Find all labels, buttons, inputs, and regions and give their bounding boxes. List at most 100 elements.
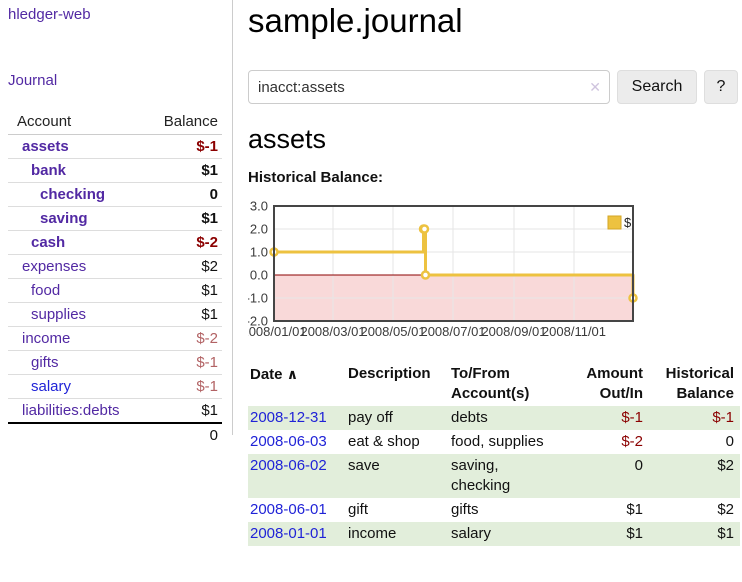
register-row: 2008-12-31 pay off debts $-1 $-1 [248, 406, 740, 430]
y-axis-tick-label: 3.0 [250, 199, 268, 214]
account-balance: $1 [154, 302, 222, 327]
transaction-description: gift [348, 501, 369, 518]
transaction-accounts: debts [451, 409, 488, 426]
account-row: bank $1 [8, 158, 222, 183]
search-input[interactable] [248, 70, 610, 104]
help-button[interactable]: ? [704, 70, 738, 104]
account-row: gifts $-1 [8, 350, 222, 375]
accounts-header-balance: Balance [154, 111, 222, 135]
x-axis-tick-label: 2008/07/01 [420, 324, 485, 339]
accounts-header-account: Account [8, 111, 155, 135]
plot-border [273, 205, 634, 322]
journal-link[interactable]: Journal [8, 72, 58, 89]
accounts-total-row: 0 [8, 422, 222, 447]
sidebar-account-link[interactable]: income [22, 330, 71, 347]
account-row: salary $-1 [8, 374, 222, 399]
account-row: saving $1 [8, 206, 222, 231]
nav-journal: Journal [8, 72, 232, 90]
account-balance: $-1 [154, 374, 222, 399]
x-axis-tick-label: 2008/05/01 [360, 324, 425, 339]
y-axis-tick-label: 1.0 [250, 245, 268, 260]
sidebar-account-link[interactable]: salary [31, 378, 72, 395]
transaction-date-link[interactable]: 2008-01-01 [250, 525, 327, 542]
transaction-description: save [348, 457, 380, 474]
y-axis-tick-label: -2.0 [248, 314, 268, 329]
account-balance: $-2 [154, 326, 222, 351]
account-title: assets [248, 124, 327, 154]
account-row: food $1 [8, 278, 222, 303]
brand: hledger-web [8, 6, 232, 24]
account-row: supplies $1 [8, 302, 222, 327]
x-axis-tick-label: 2008/03/01 [300, 324, 365, 339]
transaction-amount: $-2 [621, 433, 643, 450]
transaction-amount: $1 [626, 501, 643, 518]
transaction-description: income [348, 525, 397, 542]
register-header-balance: Historical Balance [665, 365, 734, 402]
register-row: 2008-06-01 gift gifts $1 $2 [248, 498, 740, 522]
register-header-date[interactable]: Date ∧ [250, 366, 299, 383]
transaction-date-link[interactable]: 2008-06-03 [250, 433, 327, 450]
transaction-accounts: food, supplies [451, 433, 544, 450]
sidebar-account-link[interactable]: cash [31, 234, 66, 251]
account-row: liabilities:debts $1 [8, 399, 222, 424]
account-balance: $-1 [154, 134, 222, 159]
register-header-amount: Amount Out/In [586, 365, 643, 402]
sidebar-account-link[interactable]: assets [22, 138, 69, 155]
transaction-description: pay off [348, 409, 393, 426]
transaction-accounts: saving, checking [451, 457, 511, 494]
transaction-running-balance: $2 [717, 501, 734, 518]
account-balance: $2 [154, 254, 222, 279]
transaction-amount: $1 [626, 525, 643, 542]
register-row: 2008-01-01 income salary $1 $1 [248, 522, 740, 546]
transaction-amount: $-1 [621, 409, 643, 426]
accounts-total-spacer [8, 422, 155, 447]
page-title: sample.journal [248, 2, 463, 39]
transaction-accounts: salary [451, 525, 492, 542]
transaction-date-link[interactable]: 2008-12-31 [250, 409, 327, 426]
transaction-running-balance: 0 [725, 433, 734, 450]
sidebar-account-link[interactable]: expenses [22, 258, 87, 275]
chart-data-point[interactable] [420, 270, 431, 280]
chart-data-point[interactable] [419, 224, 430, 234]
legend-label: $ [624, 215, 632, 230]
transaction-running-balance: $1 [717, 525, 734, 542]
transaction-amount: 0 [634, 457, 643, 474]
sort-ascending-icon: ∧ [286, 366, 299, 382]
accounts-header-row: Account Balance [8, 111, 222, 135]
historical-balance-chart[interactable]: $3.0 2.0 1.0 0.0 -1.0 -2.02008/01/012008/03/0… [248, 198, 668, 348]
main-panel: sample.journal ✕ Search ? assets Histori… [233, 0, 742, 582]
account-row: assets $-1 [8, 134, 222, 159]
sidebar-account-link[interactable]: gifts [31, 354, 59, 371]
clear-search-icon[interactable]: ✕ [589, 79, 601, 95]
sidebar-account-link[interactable]: food [31, 282, 61, 299]
account-row: expenses $2 [8, 254, 222, 279]
transaction-date-link[interactable]: 2008-06-02 [250, 457, 327, 474]
account-row: cash $-2 [8, 230, 222, 255]
transaction-running-balance: $2 [717, 457, 734, 474]
accounts-table: Account Balance assets $-1 bank $1 checking 0… [8, 111, 222, 447]
transaction-description: eat & shop [348, 433, 420, 450]
account-balance: $-2 [154, 230, 222, 255]
sidebar-account-link[interactable]: supplies [31, 306, 87, 323]
y-axis-tick-label: 2.0 [250, 222, 268, 237]
transaction-accounts: gifts [451, 501, 479, 518]
register-table-body: 2008-12-31 pay off debts $-1 $-1 2008-06-03 ea… [248, 406, 740, 546]
register-row: 2008-06-03 eat & shop food, supplies $-2 0 [248, 430, 740, 454]
transaction-date-link[interactable]: 2008-06-01 [250, 501, 327, 518]
sidebar-account-link[interactable]: bank [31, 162, 67, 179]
x-axis-tick-label: 2008/09/01 [481, 324, 546, 339]
search-button[interactable]: Search [617, 70, 697, 104]
sidebar-account-link[interactable]: checking [40, 186, 106, 203]
account-balance: 0 [154, 182, 222, 207]
sidebar-account-link[interactable]: saving [40, 210, 88, 227]
sidebar-account-link[interactable]: liabilities:debts [22, 402, 120, 419]
account-balance: $-1 [154, 350, 222, 375]
account-balance: $1 [154, 278, 222, 303]
sidebar: hledger-web Journal Account Balance asse… [0, 0, 233, 447]
account-row: checking 0 [8, 182, 222, 207]
account-balance: $1 [154, 206, 222, 231]
brand-link[interactable]: hledger-web [8, 6, 91, 23]
x-axis-tick-label: 2008/01/01 [248, 324, 307, 339]
register-header-accounts: To/From Account(s) [451, 365, 530, 402]
